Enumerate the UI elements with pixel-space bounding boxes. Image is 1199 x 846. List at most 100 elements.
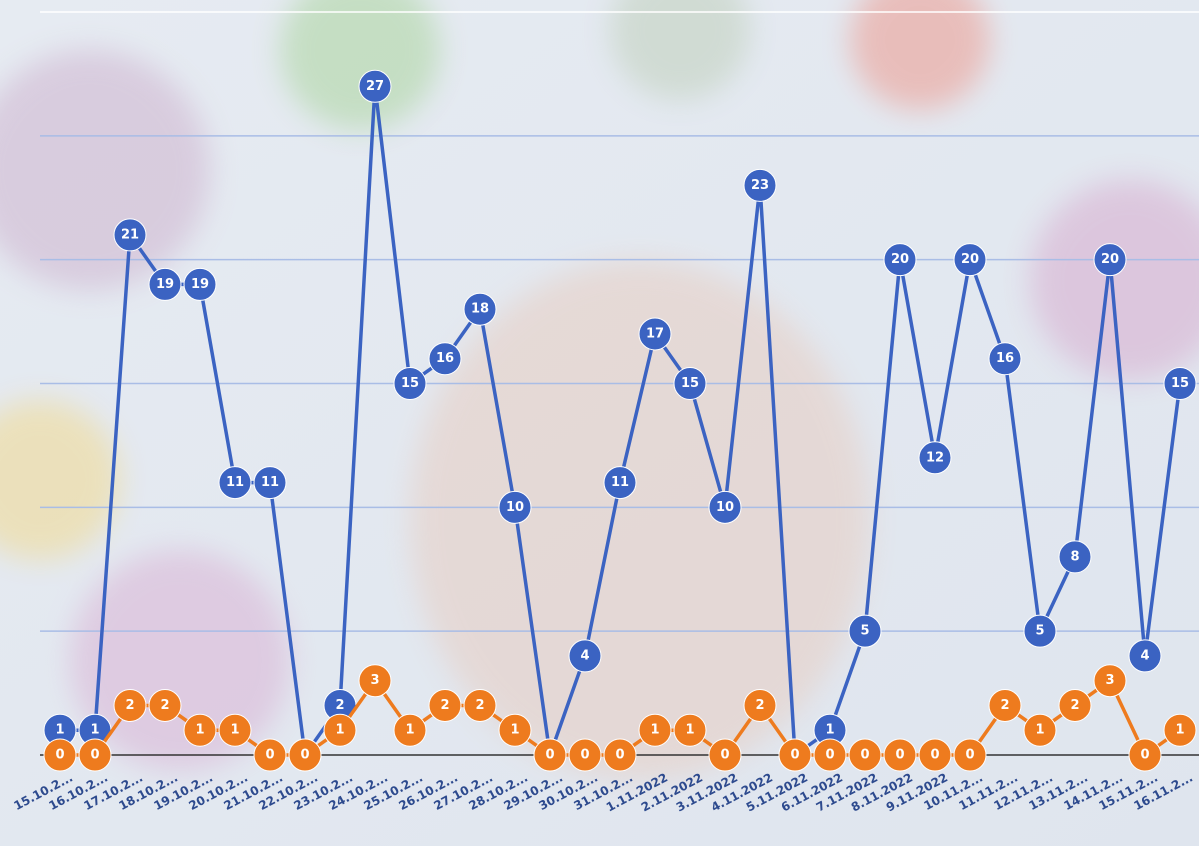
data-label: 0: [860, 748, 869, 763]
data-label: 0: [895, 748, 904, 763]
data-label: 1: [230, 723, 239, 738]
data-point: [638, 317, 672, 351]
data-label: 0: [300, 748, 309, 763]
data-point: [918, 441, 952, 475]
data-label: 0: [930, 748, 939, 763]
data-point: [253, 466, 287, 500]
data-label: 1: [405, 723, 414, 738]
data-point: [358, 69, 392, 103]
data-label: 19: [156, 277, 174, 292]
data-label: 3: [370, 673, 379, 688]
data-label: 15: [1171, 376, 1189, 391]
data-label: 16: [996, 351, 1014, 366]
data-label: 11: [261, 475, 279, 490]
data-label: 2: [440, 698, 449, 713]
data-point: [568, 738, 602, 772]
data-label: 8: [1070, 549, 1079, 564]
data-point: [988, 688, 1022, 722]
data-point: [43, 738, 77, 772]
data-point: [883, 243, 917, 277]
data-label: 0: [265, 748, 274, 763]
data-label: 0: [1140, 748, 1149, 763]
data-point: [78, 738, 112, 772]
data-label: 2: [1070, 698, 1079, 713]
data-point: [708, 490, 742, 524]
data-label: 17: [646, 326, 664, 341]
data-label: 2: [1000, 698, 1009, 713]
data-label: 0: [720, 748, 729, 763]
data-point: [743, 688, 777, 722]
data-label: 0: [825, 748, 834, 763]
data-label: 23: [751, 178, 769, 193]
data-point: [463, 688, 497, 722]
data-point: [463, 292, 497, 326]
data-label: 0: [790, 748, 799, 763]
data-label: 0: [55, 748, 64, 763]
data-label: 16: [436, 351, 454, 366]
data-point: [323, 713, 357, 747]
data-label: 21: [121, 227, 139, 242]
data-label: 2: [475, 698, 484, 713]
data-point: [1128, 639, 1162, 673]
data-point: [498, 490, 532, 524]
data-point: [883, 738, 917, 772]
data-label: 4: [1140, 648, 1149, 663]
data-point: [638, 713, 672, 747]
data-label: 1: [90, 723, 99, 738]
data-point: [673, 367, 707, 400]
data-point: [533, 738, 567, 772]
data-point: [113, 218, 147, 252]
data-label: 1: [55, 723, 64, 738]
data-label: 15: [681, 376, 699, 391]
data-label: 0: [545, 748, 554, 763]
data-point: [1163, 367, 1197, 400]
data-label: 1: [195, 723, 204, 738]
data-label: 1: [1175, 723, 1184, 738]
data-point: [218, 466, 252, 500]
data-point: [428, 688, 462, 722]
data-label: 11: [226, 475, 244, 490]
data-point: [813, 738, 847, 772]
data-label: 20: [1101, 252, 1119, 267]
data-label: 12: [926, 450, 944, 465]
data-point: [1128, 738, 1162, 772]
data-label: 0: [965, 748, 974, 763]
data-label: 1: [650, 723, 659, 738]
data-label: 1: [335, 723, 344, 738]
data-label: 2: [125, 698, 134, 713]
data-point: [428, 342, 462, 376]
data-point: [778, 738, 812, 772]
data-label: 0: [615, 748, 624, 763]
data-point: [743, 168, 777, 202]
data-label: 1: [685, 723, 694, 738]
data-point: [1163, 713, 1197, 747]
data-label: 10: [716, 500, 734, 515]
data-point: [1023, 614, 1057, 648]
data-point: [1058, 540, 1092, 574]
data-point: [253, 738, 287, 772]
data-point: [358, 664, 392, 698]
data-point: [848, 738, 882, 772]
data-point: [288, 738, 322, 772]
data-label: 5: [860, 624, 869, 639]
data-label: 20: [891, 252, 909, 267]
data-point: [953, 243, 987, 277]
data-point: [673, 713, 707, 747]
data-point: [603, 738, 637, 772]
data-label: 2: [335, 698, 344, 713]
data-point: [113, 688, 147, 722]
data-label: 1: [1035, 723, 1044, 738]
data-label: 0: [580, 748, 589, 763]
data-label: 0: [90, 748, 99, 763]
data-point: [603, 466, 637, 500]
data-point: [393, 713, 427, 747]
data-point: [953, 738, 987, 772]
data-point: [183, 267, 217, 301]
data-point: [498, 713, 532, 747]
data-point: [1023, 713, 1057, 747]
data-label: 18: [471, 302, 489, 317]
data-point: [148, 688, 182, 722]
data-point: [1058, 688, 1092, 722]
data-point: [148, 267, 182, 301]
